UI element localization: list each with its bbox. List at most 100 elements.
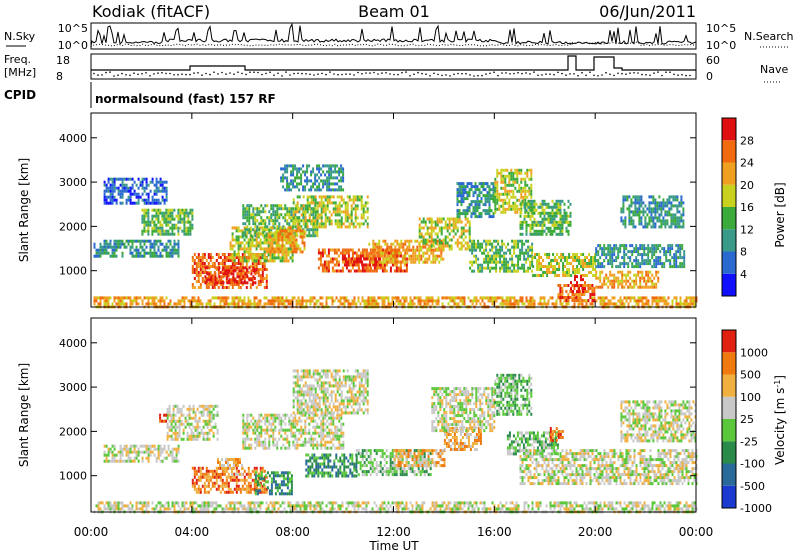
data-cell [655, 265, 658, 269]
data-cell [308, 188, 311, 192]
nave-dot [577, 74, 579, 77]
data-cell [165, 214, 168, 218]
data-cell [542, 265, 545, 268]
data-cell [195, 274, 198, 277]
data-cell [306, 228, 309, 232]
data-cell [499, 245, 502, 249]
data-cell [651, 250, 654, 254]
data-cell [485, 266, 488, 270]
data-cell [496, 171, 499, 175]
data-cell [645, 259, 648, 263]
data-cell [312, 231, 315, 235]
data-cell [462, 244, 465, 248]
data-cell [559, 205, 562, 209]
data-cell [426, 229, 429, 233]
data-cell [513, 245, 516, 249]
data-cell [312, 195, 315, 199]
data-cell [553, 205, 556, 209]
data-cell [488, 188, 491, 192]
data-cell [321, 269, 324, 273]
data-cell [151, 198, 154, 202]
data-cell [651, 247, 654, 251]
data-cell [518, 168, 521, 172]
data-cell [350, 222, 353, 226]
data-cell [147, 201, 150, 205]
data-cell [207, 253, 210, 256]
data-cell [292, 167, 295, 171]
data-cell [290, 164, 293, 168]
data-cell [310, 173, 313, 177]
data-cell [300, 173, 303, 177]
data-cell [557, 202, 560, 206]
data-cell [398, 251, 401, 255]
data-cell [103, 183, 106, 187]
data-cell [669, 259, 672, 263]
data-cell [362, 213, 365, 217]
data-cell [455, 296, 458, 300]
data-cell [402, 242, 405, 246]
data-cell [237, 299, 240, 303]
data-cell [422, 235, 425, 239]
data-cell [171, 226, 174, 230]
data-cell [504, 201, 507, 205]
data-cell [558, 274, 561, 277]
data-cell [667, 250, 670, 254]
data-cell [438, 260, 441, 264]
data-cell [557, 205, 560, 209]
data-cell [397, 266, 400, 270]
nave-dot [437, 73, 439, 76]
data-cell [605, 282, 608, 286]
data-cell [312, 198, 315, 202]
data-cell [135, 192, 138, 196]
data-cell [201, 277, 204, 280]
data-cell [324, 225, 327, 229]
data-cell [653, 259, 656, 263]
data-cell [353, 257, 356, 261]
data-cell [352, 222, 355, 226]
data-cell [466, 247, 469, 251]
data-cell [543, 220, 546, 224]
data-cell [578, 271, 581, 274]
data-cell [155, 208, 158, 212]
data-cell [609, 279, 612, 283]
data-cell [163, 198, 166, 202]
data-cell [603, 276, 606, 280]
data-cell [504, 192, 507, 196]
data-cell [603, 247, 606, 251]
data-cell [244, 281, 247, 285]
data-cell [342, 170, 345, 174]
nave-dot [409, 75, 411, 77]
data-cell [512, 195, 515, 199]
data-cell [423, 299, 426, 303]
data-cell [145, 223, 148, 227]
data-cell [553, 202, 556, 206]
data-cell [496, 192, 499, 196]
data-cell [325, 302, 328, 306]
data-cell [279, 244, 282, 248]
data-cell [269, 256, 272, 260]
data-cell [256, 213, 259, 217]
nave-dot [689, 74, 691, 77]
data-cell [279, 299, 282, 303]
data-cell [113, 242, 116, 246]
data-cell [530, 192, 533, 196]
data-cell [332, 164, 335, 168]
data-cell [529, 226, 532, 230]
data-cell [377, 263, 380, 267]
data-cell [316, 231, 319, 235]
data-cell [129, 195, 132, 199]
data-cell [647, 250, 650, 254]
data-cell [502, 180, 505, 184]
data-cell [564, 274, 567, 277]
data-cell [595, 270, 598, 274]
data-cell [255, 235, 258, 239]
data-cell [510, 171, 513, 175]
data-cell [250, 216, 253, 220]
data-cell [157, 248, 160, 252]
data-cell [210, 278, 213, 282]
data-cell [567, 220, 570, 224]
data-cell [488, 185, 491, 189]
data-cell [603, 259, 606, 263]
data-cell [113, 299, 116, 303]
data-cell [574, 278, 576, 282]
